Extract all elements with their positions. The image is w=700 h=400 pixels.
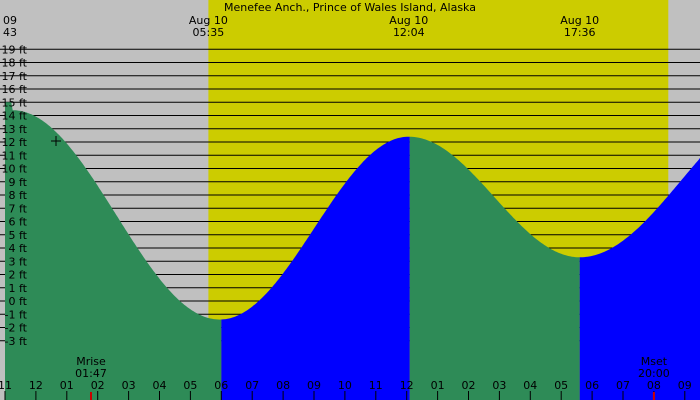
hour-tick-label: 05 <box>554 379 568 392</box>
hour-tick-label: 12 <box>400 379 414 392</box>
hour-tick-label: 08 <box>647 379 661 392</box>
y-tick-label: 1 ft <box>9 282 28 295</box>
top-date-label: Aug 10 <box>560 14 599 27</box>
y-tick-label: 11 ft <box>2 149 28 162</box>
hour-tick-label: 12 <box>29 379 43 392</box>
y-tick-label: 3 ft <box>9 255 28 268</box>
hour-tick-label: 05 <box>183 379 197 392</box>
moon-event-label: Mrise <box>76 355 106 368</box>
y-tick-label: 18 ft <box>2 57 28 70</box>
top-time-label: 17:36 <box>564 26 596 39</box>
hour-tick-label: 04 <box>153 379 167 392</box>
top-time-label: 05:35 <box>193 26 225 39</box>
falling-tide-area <box>5 102 222 400</box>
y-tick-label: 6 ft <box>9 216 28 229</box>
hour-tick-label: 02 <box>91 379 105 392</box>
hour-tick-label: 06 <box>585 379 599 392</box>
top-time-label: 43 <box>3 26 17 39</box>
moon-event-time: 20:00 <box>638 367 670 380</box>
y-tick-label: 0 ft <box>9 295 28 308</box>
y-tick-label: 12 ft <box>2 136 28 149</box>
y-tick-label: -1 ft <box>5 308 28 321</box>
top-date-label: Aug 10 <box>189 14 228 27</box>
y-tick-label: 7 ft <box>9 202 28 215</box>
top-time-label: 12:04 <box>393 26 425 39</box>
moon-event-label: Mset <box>641 355 668 368</box>
hour-tick-label: 10 <box>338 379 352 392</box>
rising-tide-area <box>221 136 410 400</box>
y-tick-label: 14 ft <box>2 110 28 123</box>
hour-tick-label: 07 <box>616 379 630 392</box>
y-tick-label: 8 ft <box>9 189 28 202</box>
hour-tick-label: 09 <box>678 379 692 392</box>
hour-ticks: 11 12 01 02 03 04 05 06 07 08 09 10 11 12 01 02 03 04 05 06… <box>0 379 692 400</box>
y-tick-label: -3 ft <box>5 335 28 348</box>
hour-tick-label: 03 <box>122 379 136 392</box>
y-tick-label: 13 ft <box>2 123 28 136</box>
hour-tick-label: 03 <box>492 379 506 392</box>
hour-tick-label: 07 <box>245 379 259 392</box>
y-tick-label: 17 ft <box>2 70 28 83</box>
chart-title: Menefee Anch., Prince of Wales Island, A… <box>224 1 476 14</box>
y-tick-label: 10 ft <box>2 163 28 176</box>
hour-tick-label: 06 <box>214 379 228 392</box>
y-tick-label: 5 ft <box>9 229 28 242</box>
top-date-label: Aug 10 <box>389 14 428 27</box>
y-tick-label: 15 ft <box>2 96 28 109</box>
hour-tick-label: 08 <box>276 379 290 392</box>
y-tick-label: 19 ft <box>2 43 28 56</box>
hour-tick-label: 11 <box>0 379 12 392</box>
y-tick-label: 2 ft <box>9 269 28 282</box>
y-tick-label: 4 ft <box>9 242 28 255</box>
tide-areas <box>5 102 700 400</box>
moon-event-time: 01:47 <box>75 367 107 380</box>
y-tick-label: 16 ft <box>2 83 28 96</box>
hour-tick-label: 04 <box>523 379 537 392</box>
rising-tide-area <box>579 144 700 400</box>
hour-tick-label: 11 <box>369 379 383 392</box>
y-tick-label: 9 ft <box>9 176 28 189</box>
top-date-label: 09 <box>3 14 17 27</box>
y-tick-label: -2 ft <box>5 322 28 335</box>
hour-tick-label: 02 <box>462 379 476 392</box>
hour-tick-label: 01 <box>60 379 74 392</box>
crosshair-cursor-icon <box>51 136 61 146</box>
hour-tick-label: 01 <box>431 379 445 392</box>
falling-tide-area <box>409 136 580 400</box>
hour-tick-label: 09 <box>307 379 321 392</box>
